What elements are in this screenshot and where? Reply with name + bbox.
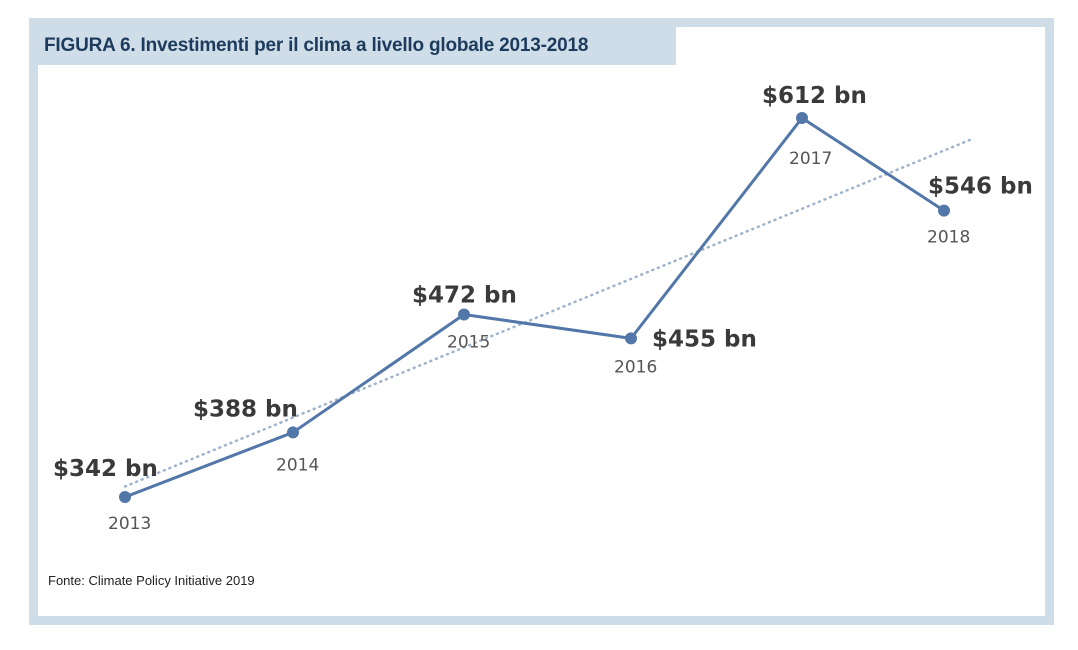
- value-label-2018: $546 bn: [928, 174, 1033, 200]
- year-label-2018: 2018: [927, 228, 970, 248]
- data-point-2016: [625, 332, 637, 345]
- value-label-2016: $455 bn: [652, 326, 757, 352]
- label-layer: $342 bn 2013 $388 bn 2014 $472 bn 2015 $455 bn…: [53, 83, 1033, 534]
- trendline-layer: [123, 137, 974, 488]
- year-label-2013: 2013: [108, 514, 151, 534]
- value-label-2015: $472 bn: [412, 283, 517, 309]
- series-line-layer: [124, 116, 945, 499]
- series-line: [124, 116, 945, 499]
- year-label-2016: 2016: [614, 357, 657, 377]
- chart-title: FIGURA 6. Investimenti per il clima a li…: [38, 27, 676, 65]
- value-label-2017: $612 bn: [762, 83, 867, 109]
- data-point-2013: [119, 491, 131, 503]
- data-point-2014: [287, 426, 299, 439]
- data-point-2017: [796, 112, 808, 124]
- year-label-2017: 2017: [789, 149, 832, 169]
- year-label-2014: 2014: [276, 455, 319, 475]
- data-point-2018: [938, 204, 950, 217]
- value-label-2014: $388 bn: [193, 396, 298, 422]
- chart-frame: FIGURA 6. Investimenti per il clima a li…: [29, 18, 1054, 625]
- data-point-2015: [458, 308, 470, 321]
- year-label-2015: 2015: [447, 333, 490, 353]
- value-label-2013: $342 bn: [53, 456, 158, 482]
- trendline: [123, 137, 974, 488]
- source-note: Fonte: Climate Policy Initiative 2019: [48, 573, 255, 588]
- data-point-layer: [119, 112, 950, 503]
